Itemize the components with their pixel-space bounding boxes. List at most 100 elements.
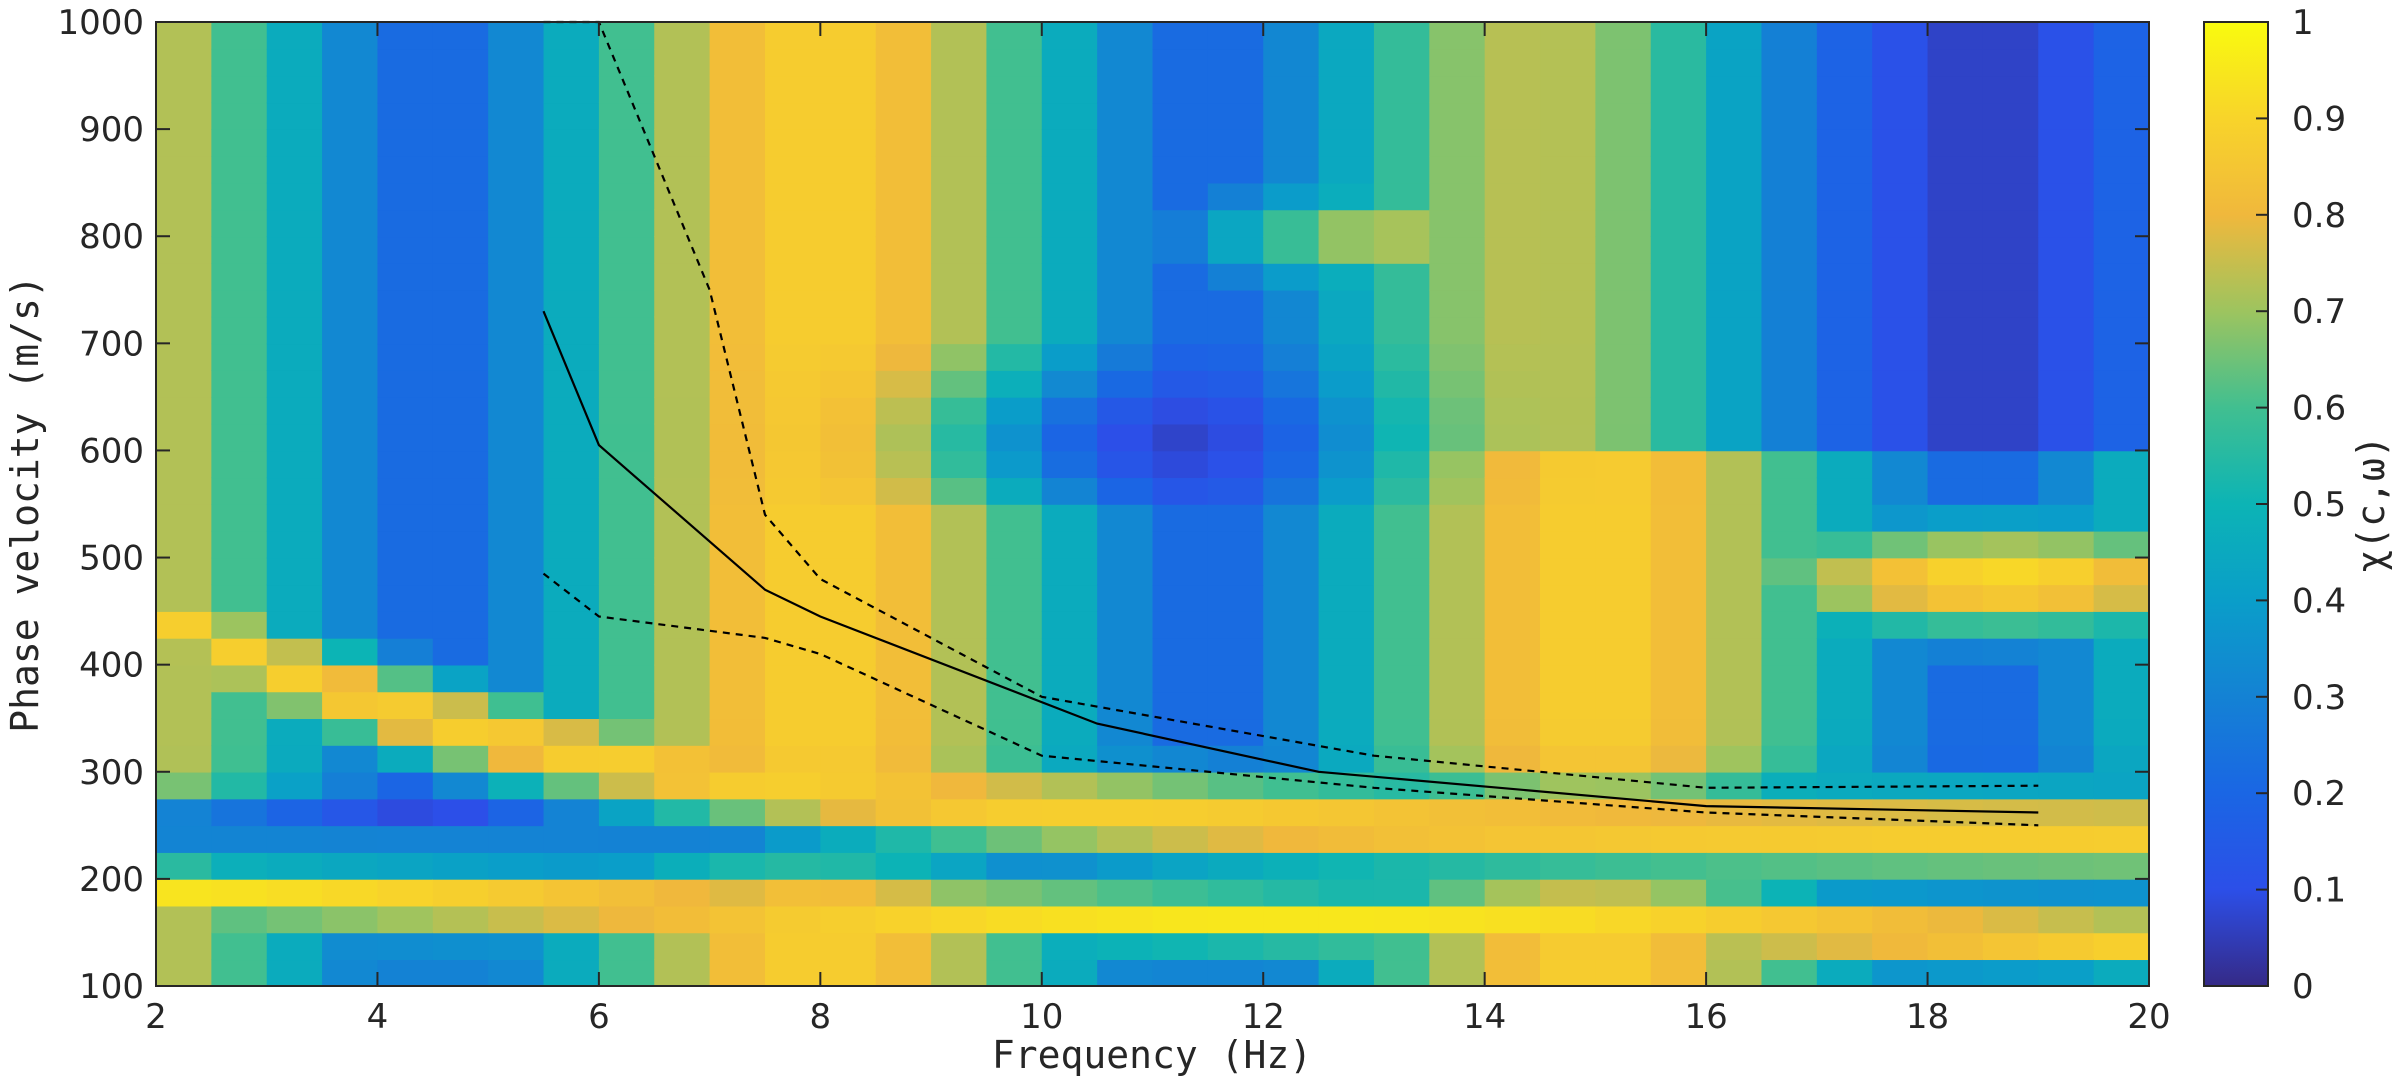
- heatmap-cell: [156, 637, 213, 666]
- heatmap-cell: [1982, 48, 2040, 77]
- heatmap-cell: [875, 825, 932, 853]
- heatmap-cell: [931, 263, 988, 291]
- heatmap-cell: [543, 75, 600, 104]
- heatmap-cell: [1650, 396, 1707, 425]
- heatmap-cell: [1816, 343, 1873, 371]
- heatmap-cell: [1927, 905, 1984, 934]
- heatmap-cell: [2093, 263, 2150, 291]
- heatmap-cell: [1207, 236, 1265, 264]
- heatmap-cell: [986, 477, 1043, 505]
- heatmap-cell: [654, 637, 711, 666]
- heatmap-cell: [1650, 75, 1707, 104]
- heatmap-cell: [266, 129, 323, 157]
- heatmap-cell: [1318, 450, 1375, 479]
- heatmap-cell: [820, 450, 877, 479]
- heatmap-cell: [1927, 75, 1984, 104]
- heatmap-cell: [1152, 530, 1209, 559]
- heatmap-cell: [1041, 878, 1098, 907]
- heatmap-cell: [1429, 48, 1486, 77]
- heatmap-cell: [1872, 343, 1929, 371]
- heatmap-cell: [1540, 22, 1597, 50]
- heatmap-cell: [654, 798, 711, 827]
- heatmap-cell: [1982, 396, 2040, 425]
- heatmap-cell: [543, 530, 600, 559]
- heatmap-cell: [1927, 316, 1984, 345]
- heatmap-cell: [1706, 718, 1763, 746]
- heatmap-cell: [820, 129, 877, 157]
- heatmap-cell: [1761, 905, 1818, 934]
- heatmap-cell: [1872, 22, 1929, 50]
- heatmap-cell: [764, 771, 822, 800]
- heatmap-cell: [1650, 611, 1707, 639]
- heatmap-cell: [266, 423, 323, 452]
- heatmap-cell: [488, 584, 545, 612]
- heatmap-cell: [1263, 611, 1320, 639]
- heatmap-cell: [709, 878, 766, 907]
- heatmap-cell: [1650, 557, 1707, 586]
- heatmap-cell: [1207, 48, 1265, 77]
- heatmap-cell: [875, 664, 932, 693]
- heatmap-cell: [322, 289, 379, 318]
- heatmap-cell: [1761, 316, 1818, 345]
- heatmap-cell: [598, 182, 656, 211]
- heatmap-cell: [432, 905, 489, 934]
- heatmap-cell: [1761, 75, 1818, 104]
- heatmap-cell: [1706, 289, 1763, 318]
- heatmap-cell: [1706, 75, 1763, 104]
- y-tick-label: 800: [79, 217, 144, 257]
- heatmap-cell: [764, 182, 822, 211]
- heatmap-cell: [1263, 504, 1320, 532]
- heatmap-cell: [543, 504, 600, 532]
- heatmap-cell: [1318, 209, 1375, 238]
- heatmap-cell: [931, 745, 988, 773]
- heatmap-cell: [1484, 155, 1541, 184]
- heatmap-cell: [1650, 504, 1707, 532]
- heatmap-cell: [1982, 745, 2040, 773]
- heatmap-cell: [1927, 557, 1984, 586]
- heatmap-cell: [1816, 637, 1873, 666]
- heatmap-cell: [598, 343, 656, 371]
- heatmap-cell: [1761, 22, 1818, 50]
- heatmap-cell: [156, 905, 213, 934]
- heatmap-cell: [266, 825, 323, 853]
- heatmap-cell: [377, 852, 434, 880]
- heatmap-cell: [432, 236, 489, 264]
- heatmap-cell: [1927, 584, 1984, 612]
- heatmap-cell: [1982, 878, 2040, 907]
- heatmap-cell: [1041, 798, 1098, 827]
- heatmap-cell: [1263, 263, 1320, 291]
- heatmap-cell: [1263, 343, 1320, 371]
- heatmap-cell: [432, 75, 489, 104]
- heatmap-cell: [1318, 637, 1375, 666]
- heatmap-cell: [1152, 504, 1209, 532]
- heatmap-cell: [1540, 370, 1597, 398]
- heatmap-cell: [488, 129, 545, 157]
- colorbar-tick-label: 1: [2292, 3, 2314, 43]
- heatmap-cell: [377, 611, 434, 639]
- heatmap-cell: [875, 22, 932, 50]
- heatmap-cell: [2038, 798, 2095, 827]
- heatmap-cell: [1373, 182, 1431, 211]
- heatmap-cell: [2038, 878, 2095, 907]
- y-tick-label: 1000: [57, 3, 144, 43]
- heatmap-cell: [266, 771, 323, 800]
- heatmap-cell: [1373, 504, 1431, 532]
- heatmap-cell: [2093, 396, 2150, 425]
- heatmap-cell: [1484, 289, 1541, 318]
- heatmap-cell: [211, 852, 268, 880]
- heatmap-cell: [709, 932, 766, 961]
- heatmap-cell: [266, 504, 323, 532]
- heatmap-cell: [1318, 477, 1375, 505]
- heatmap-cell: [266, 932, 323, 961]
- heatmap-cell: [322, 852, 379, 880]
- heatmap-cell: [1263, 825, 1320, 853]
- heatmap-cell: [1927, 477, 1984, 505]
- heatmap-cell: [598, 932, 656, 961]
- heatmap-cell: [1650, 423, 1707, 452]
- heatmap-cell: [211, 905, 268, 934]
- heatmap-cell: [488, 75, 545, 104]
- heatmap-cell: [1429, 182, 1486, 211]
- heatmap-cell: [266, 852, 323, 880]
- heatmap-cell: [1595, 316, 1652, 345]
- heatmap-cell: [1872, 504, 1929, 532]
